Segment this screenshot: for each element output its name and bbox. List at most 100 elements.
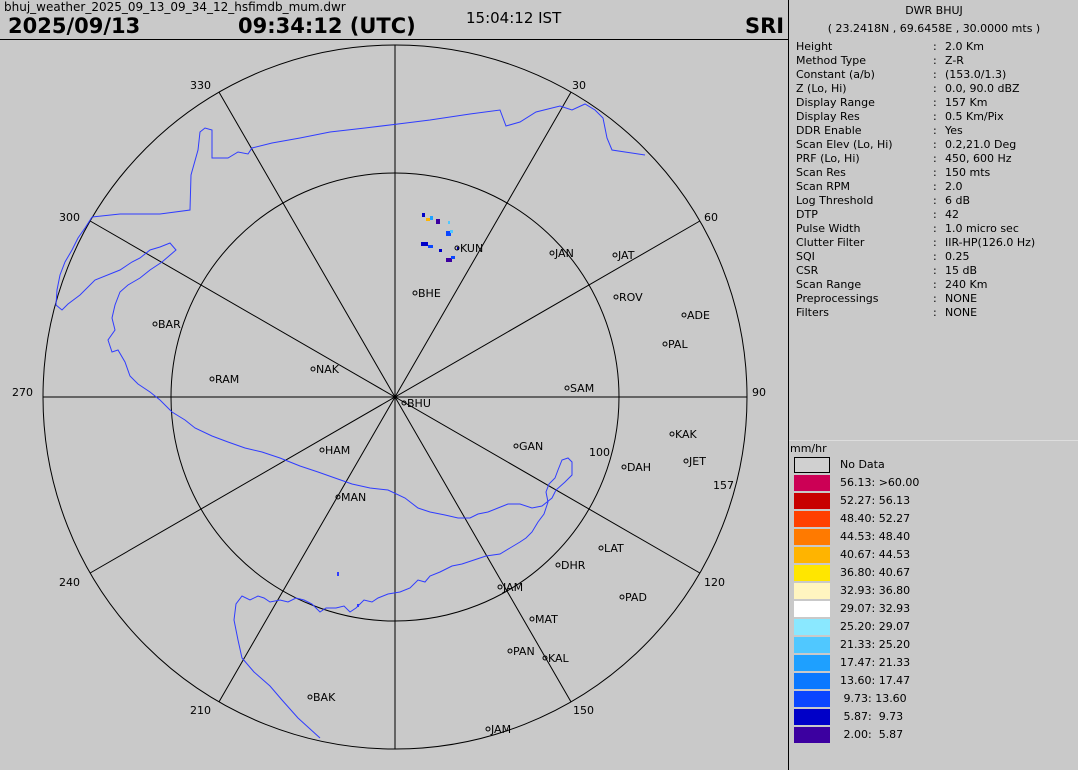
station-label: SAM: [570, 382, 594, 395]
radar-site-title: DWR BHUJ: [905, 4, 963, 17]
parameter-row: Display Range:157 Km: [796, 96, 1076, 110]
parameter-row: DTP:42: [796, 208, 1076, 222]
station-label: ADE: [687, 309, 710, 322]
parameter-separator: :: [933, 278, 937, 291]
scan-date: 2025/09/13: [8, 14, 141, 38]
station-label: KAK: [675, 428, 698, 441]
parameter-label: SQI: [796, 250, 815, 263]
station-dot: [319, 447, 325, 453]
parameter-label: Z (Lo, Hi): [796, 82, 847, 95]
echo-cell: [430, 216, 433, 220]
radar-display[interactable]: 30 60 90 100 120 150 157 210 240 270 300…: [0, 40, 788, 752]
parameter-separator: :: [933, 250, 937, 263]
parameter-row: Method Type: Z-R: [796, 54, 1076, 68]
echo-cell: [426, 218, 430, 221]
station-label: PAL: [668, 338, 688, 351]
panel-divider: [788, 0, 789, 770]
station-label: BHU: [407, 397, 431, 410]
parameter-row: Height:2.0 Km: [796, 40, 1076, 54]
parameter-separator: :: [933, 236, 937, 249]
parameter-separator: :: [933, 292, 937, 305]
parameter-value: Yes: [945, 124, 963, 137]
legend-label: 17.47: 21.33: [840, 656, 911, 669]
echo-cell: [428, 245, 433, 248]
station-dot: [549, 250, 555, 256]
legend-label: 9.73: 13.60: [840, 692, 907, 705]
azimuth-label: 150: [573, 704, 594, 717]
parameter-label: Display Range: [796, 96, 875, 109]
legend-label: 52.27: 56.13: [840, 494, 911, 507]
legend-swatch: [794, 457, 830, 473]
station-dot: [681, 312, 687, 318]
parameter-separator: :: [933, 68, 937, 81]
azimuth-label: 210: [190, 704, 211, 717]
legend-swatch: [794, 493, 830, 509]
legend-label: 32.93: 36.80: [840, 584, 911, 597]
parameter-row: Z (Lo, Hi):0.0, 90.0 dBZ: [796, 82, 1076, 96]
station-dot: [529, 616, 535, 622]
parameter-separator: :: [933, 152, 937, 165]
legend-swatch: [794, 601, 830, 617]
station-dot: [485, 726, 491, 732]
coastline-path: [55, 216, 573, 739]
station-label: MAN: [341, 491, 366, 504]
station-dot: [152, 321, 158, 327]
parameter-separator: :: [933, 264, 937, 277]
parameter-separator: :: [933, 40, 937, 53]
station-dot: [335, 494, 341, 500]
parameter-label: Scan RPM: [796, 180, 851, 193]
parameter-separator: :: [933, 138, 937, 151]
island-mark: [357, 604, 359, 607]
legend-swatch: [794, 727, 830, 743]
coastline: [55, 103, 646, 739]
station-label: BHE: [418, 287, 441, 300]
station-label: JAN: [554, 247, 574, 260]
parameter-label: Height: [796, 40, 833, 53]
echo-cell: [457, 247, 459, 250]
legend-swatch: [794, 475, 830, 491]
legend-row: 5.87: 9.73: [794, 708, 1074, 726]
header-divider: [0, 39, 788, 40]
azimuth-label: 120: [704, 576, 725, 589]
parameter-row: Scan Elev (Lo, Hi):0.2,21.0 Deg: [796, 138, 1076, 152]
parameter-row: Pulse Width:1.0 micro sec: [796, 222, 1076, 236]
legend-row: 21.33: 25.20: [794, 636, 1074, 654]
azimuth-labels: 30 60 90 100 120 150 157 210 240 270 300…: [12, 79, 766, 717]
station-dot: [310, 366, 316, 372]
parameter-label: CSR: [796, 264, 819, 277]
scan-time-ist: 15:04:12 IST: [466, 9, 562, 27]
echo-cell: [450, 230, 453, 233]
azimuth-label: 300: [59, 211, 80, 224]
station-dot: [564, 385, 570, 391]
station-label: GAN: [519, 440, 543, 453]
station-label: MAT: [535, 613, 558, 626]
legend-unit: mm/hr: [790, 442, 827, 455]
legend-label: 56.13: >60.00: [840, 476, 920, 489]
station-dot: [454, 245, 460, 251]
parameter-value: NONE: [945, 306, 978, 319]
parameter-row: Log Threshold:6 dB: [796, 194, 1076, 208]
station-label: PAN: [513, 645, 535, 658]
parameter-value: 1.0 micro sec: [945, 222, 1019, 235]
parameter-label: DDR Enable: [796, 124, 862, 137]
parameter-label: Pulse Width: [796, 222, 861, 235]
station-dot: [497, 584, 503, 590]
product-code: SRI: [745, 14, 785, 38]
station-label: RAM: [215, 373, 239, 386]
legend-row: 44.53: 48.40: [794, 528, 1074, 546]
station-dot: [619, 594, 625, 600]
station-label: HAM: [325, 444, 350, 457]
parameter-separator: :: [933, 208, 937, 221]
station-markers: KUN JAN JAT BHE ROV ADE BAR PAL NAK RAM SAM BHU KAK G…: [152, 242, 710, 736]
legend-swatch: [794, 655, 830, 671]
legend-row-no-data: No Data: [794, 456, 1074, 474]
parameter-separator: :: [933, 306, 937, 319]
parameter-label: Scan Res: [796, 166, 846, 179]
parameter-label: PRF (Lo, Hi): [796, 152, 860, 165]
parameter-row: CSR:15 dB: [796, 264, 1076, 278]
echo-cell: [439, 249, 442, 252]
legend-swatch: [794, 637, 830, 653]
station-label: JAM: [490, 723, 511, 736]
rain-echoes: [421, 213, 459, 262]
legend-row: 40.67: 44.53: [794, 546, 1074, 564]
